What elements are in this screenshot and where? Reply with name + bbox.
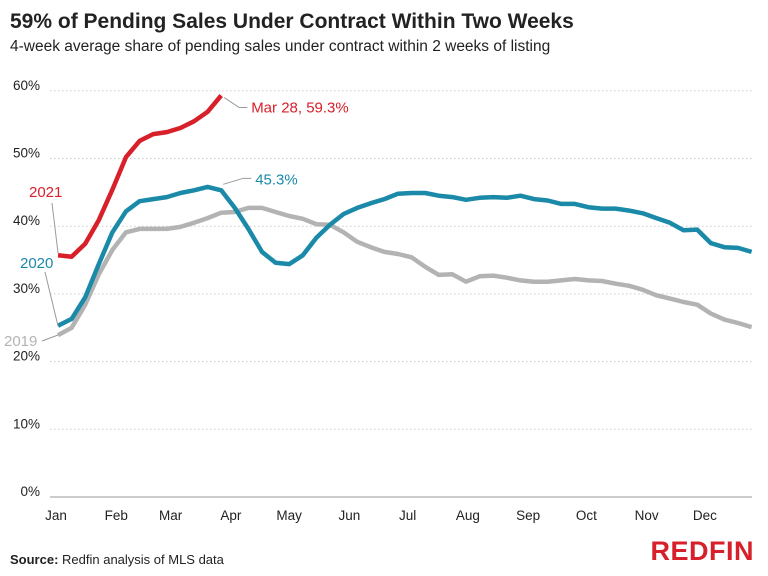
source-label: Source:: [10, 552, 59, 567]
x-tick-label: Aug: [456, 508, 480, 523]
y-tick-label: 60%: [13, 78, 40, 93]
series-line-2020: [56, 184, 753, 328]
y-tick-label: 40%: [13, 213, 40, 228]
series-line-2021: [57, 94, 223, 259]
redfin-logo: REDFIN: [650, 536, 754, 566]
x-tick-label: Apr: [220, 508, 242, 523]
leader-line: [44, 271, 59, 327]
leader-line: [41, 334, 59, 342]
x-tick-label: Jan: [45, 508, 67, 523]
source-note: Source: Redfin analysis of MLS data: [10, 552, 224, 567]
chart-title: 59% of Pending Sales Under Contract With…: [10, 10, 574, 33]
x-tick-label: Jun: [338, 508, 360, 523]
y-tick-label: 10%: [13, 416, 40, 431]
x-tick-label: Sep: [516, 508, 540, 523]
x-tick-label: Nov: [635, 508, 659, 523]
y-tick-label: 50%: [13, 146, 40, 161]
series-label-2020: 2020: [20, 255, 53, 272]
x-tick-label: Jul: [399, 508, 416, 523]
annotation-label: Mar 28, 59.3%: [251, 100, 349, 117]
y-tick-label: 30%: [13, 281, 40, 296]
annotation-leader: [223, 97, 248, 109]
series-label-2021: 2021: [29, 184, 62, 201]
x-tick-label: Oct: [576, 508, 597, 523]
x-tick-label: Mar: [159, 508, 183, 523]
y-tick-label: 20%: [13, 349, 40, 364]
chart-subtitle: 4-week average share of pending sales un…: [10, 38, 551, 55]
series-line-2019: [56, 205, 753, 338]
x-tick-label: Feb: [105, 508, 128, 523]
annotation-leader: [223, 177, 252, 185]
annotation-label: 45.3%: [255, 171, 298, 188]
y-tick-label: 0%: [20, 484, 40, 499]
leader-line: [51, 202, 59, 254]
series-label-2019: 2019: [4, 333, 37, 350]
x-tick-label: Dec: [693, 508, 717, 523]
x-tick-label: May: [276, 508, 302, 523]
source-text: Redfin analysis of MLS data: [58, 552, 224, 567]
